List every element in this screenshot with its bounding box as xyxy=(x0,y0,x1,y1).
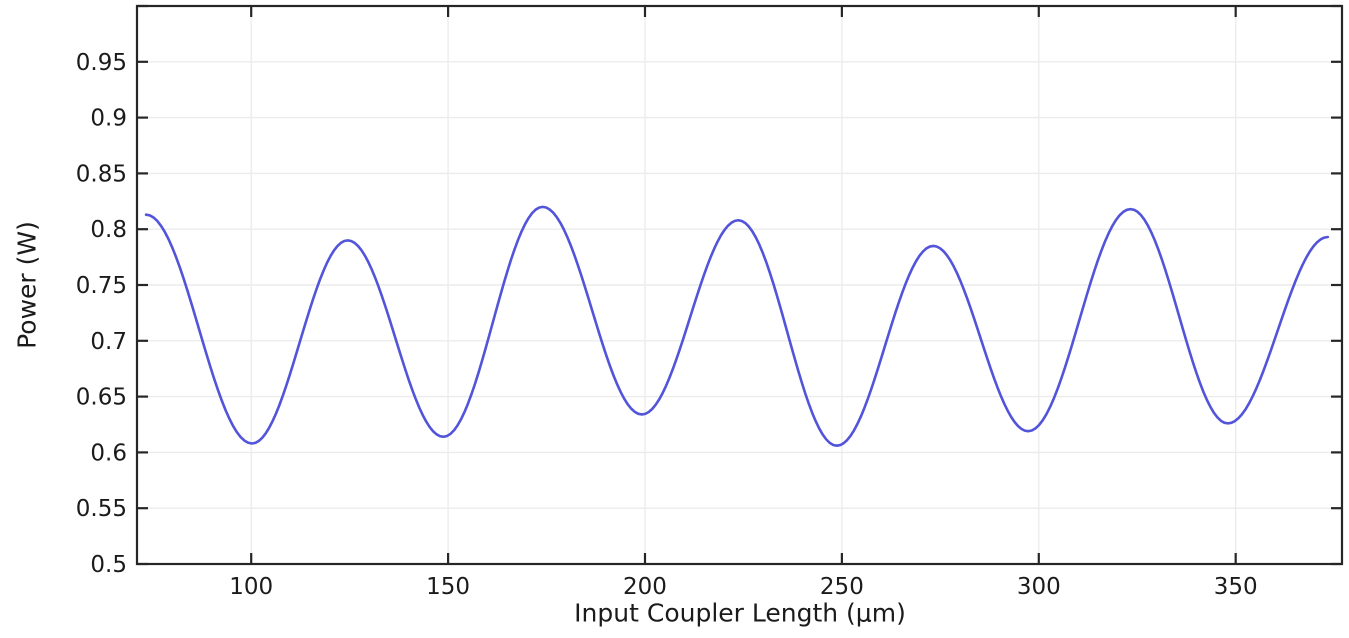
x-axis-title: Input Coupler Length (μm) xyxy=(574,598,906,628)
y-tick-label: 0.7 xyxy=(90,329,127,355)
x-tick-label: 250 xyxy=(820,574,864,600)
y-tick-label: 0.95 xyxy=(76,50,127,76)
power-curve xyxy=(144,205,1330,447)
x-tick-label: 300 xyxy=(1017,574,1061,600)
y-tick-label: 0.55 xyxy=(76,496,127,522)
y-tick-label: 0.75 xyxy=(76,273,127,299)
y-tick-label: 0.5 xyxy=(90,552,127,578)
y-tick-label: 0.9 xyxy=(90,106,127,132)
x-tick-label: 200 xyxy=(623,574,667,600)
y-tick-label: 0.65 xyxy=(76,385,127,411)
y-tick-label: 0.8 xyxy=(90,217,127,243)
x-tick-label: 100 xyxy=(229,574,273,600)
y-tick-label: 0.85 xyxy=(76,161,127,187)
x-tick-label: 350 xyxy=(1214,574,1258,600)
x-tick-label: 150 xyxy=(426,574,470,600)
y-axis-title: Power (W) xyxy=(12,221,42,349)
y-tick-label: 0.6 xyxy=(90,440,127,466)
